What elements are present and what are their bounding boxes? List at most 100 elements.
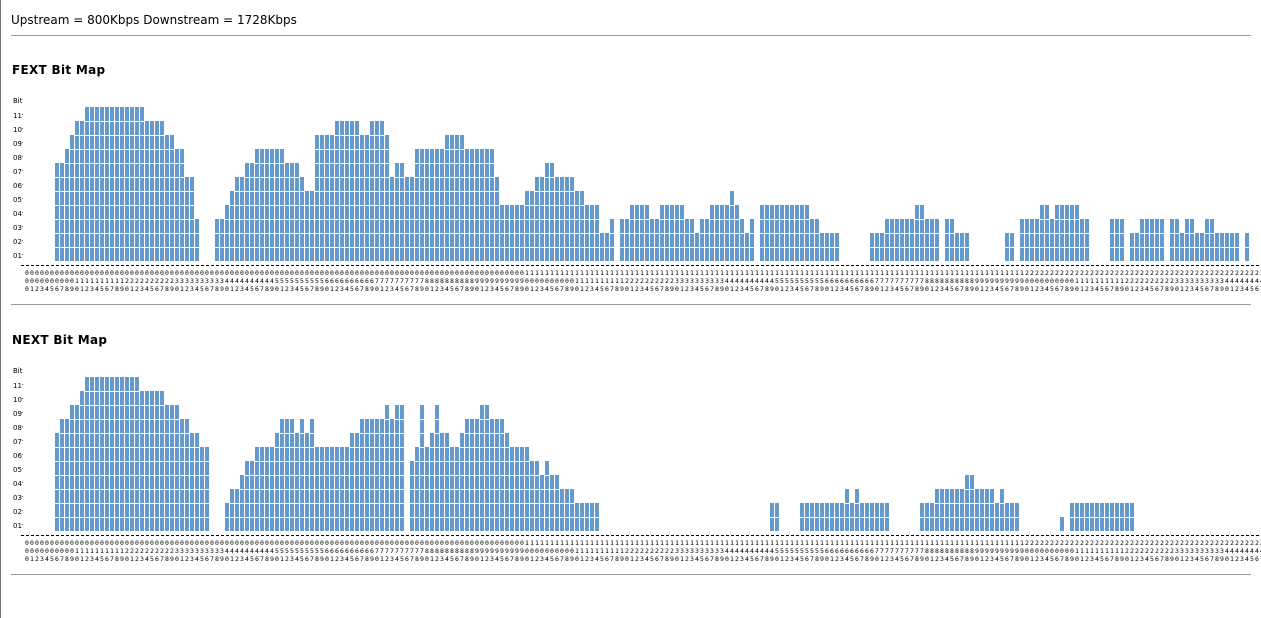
next-xtick-digit: 2 — [625, 547, 629, 555]
fext-xtick-digit: 1 — [610, 277, 614, 285]
fext-xtick-digit: 1 — [785, 269, 789, 277]
fext-xtick-digit: 1 — [1075, 277, 1079, 285]
fext-xtick-digit: 0 — [380, 269, 384, 277]
next-xtick-digit: 4 — [995, 555, 999, 563]
fext-xtick-digit: 2 — [1150, 277, 1154, 285]
next-xtick-digit: 1 — [735, 539, 739, 547]
next-xtick-digit: 0 — [65, 547, 69, 555]
next-xtick-digit: 4 — [1245, 555, 1249, 563]
fext-bar — [1030, 219, 1034, 261]
fext-xtick-digit: 7 — [405, 277, 409, 285]
next-xtick-digit: 9 — [670, 555, 674, 563]
fext-xtick-digit: 7 — [420, 277, 424, 285]
fext-xtick-digit: 7 — [885, 277, 889, 285]
next-xtick-digit: 9 — [1005, 547, 1009, 555]
next-xtick-digit: 8 — [1015, 555, 1019, 563]
next-xtick-digit: 2 — [1170, 547, 1174, 555]
next-xtick-digit: 1 — [790, 539, 794, 547]
fext-xtick-digit: 8 — [925, 277, 929, 285]
fext-xtick-digit: 9 — [980, 277, 984, 285]
fext-bar — [545, 163, 549, 261]
next-xtick-digit: 5 — [500, 555, 504, 563]
next-xtick-digit: 0 — [1060, 547, 1064, 555]
fext-xtick-digit: 2 — [35, 285, 39, 293]
fext-xtick-digit: 2 — [485, 285, 489, 293]
next-bar — [410, 461, 414, 531]
next-xtick-digit: 0 — [150, 539, 154, 547]
next-xtick-digit: 3 — [140, 555, 144, 563]
next-xtick-digit: 1 — [625, 539, 629, 547]
next-xtick-digit: 0 — [445, 539, 449, 547]
next-xtick-digit: 6 — [840, 547, 844, 555]
fext-xtick-digit: 8 — [935, 277, 939, 285]
next-xtick-digit: 1 — [880, 555, 884, 563]
fext-bar — [110, 107, 114, 261]
next-bar — [560, 489, 564, 531]
fext-xtick-digit: 3 — [140, 285, 144, 293]
fext-xtick-digit: 3 — [390, 285, 394, 293]
fext-xtick-digit: 9 — [620, 285, 624, 293]
next-xtick-digit: 3 — [1200, 547, 1204, 555]
fext-bar — [815, 219, 819, 261]
next-xtick-digit: 3 — [215, 547, 219, 555]
next-xtick-digit: 0 — [495, 539, 499, 547]
next-xtick-digit: 6 — [1205, 555, 1209, 563]
fext-xtick-digit: 2 — [1075, 269, 1079, 277]
next-xtick-digit: 1 — [850, 539, 854, 547]
next-xtick-digit: 0 — [210, 539, 214, 547]
next-xtick-digit: 8 — [265, 555, 269, 563]
fext-xtick-digit: 0 — [25, 277, 29, 285]
fext-bar — [170, 135, 174, 261]
next-xtick-digit: 4 — [750, 547, 754, 555]
fext-xtick-digit: 7 — [410, 285, 414, 293]
next-xtick-digit: 0 — [540, 547, 544, 555]
fext-xtick-digit: 9 — [520, 285, 524, 293]
next-xtick-digit: 0 — [205, 539, 209, 547]
next-xtick-digit: 1 — [280, 555, 284, 563]
fext-xtick-digit: 0 — [265, 269, 269, 277]
next-xtick-digit: 1 — [680, 539, 684, 547]
fext-xtick-digit: 1 — [730, 285, 734, 293]
fext-xtick-digit: 0 — [385, 269, 389, 277]
next-xtick-digit: 8 — [965, 547, 969, 555]
next-xtick-digit: 8 — [615, 555, 619, 563]
next-xtick-digit: 3 — [200, 547, 204, 555]
fext-xtick-digit: 8 — [445, 277, 449, 285]
fext-xtick-digit: 1 — [570, 269, 574, 277]
fext-bar — [650, 219, 654, 261]
fext-xtick-digit: 9 — [270, 285, 274, 293]
fext-xtick-digit: 0 — [475, 285, 479, 293]
next-xtick-digit: 2 — [1235, 555, 1239, 563]
fext-xtick-digit: 1 — [915, 269, 919, 277]
next-xtick-digit: 0 — [255, 539, 259, 547]
fext-xtick-digit: 3 — [1205, 277, 1209, 285]
fext-xtick-digit: 0 — [295, 269, 299, 277]
next-xtick-digit: 5 — [350, 555, 354, 563]
next-bar — [975, 489, 979, 531]
next-xtick-digit: 8 — [765, 555, 769, 563]
next-ytick-label: 03 — [13, 494, 22, 502]
next-xtick-digit: 0 — [355, 539, 359, 547]
fext-xtick-digit: 2 — [155, 277, 159, 285]
next-bar — [105, 377, 109, 531]
next-xtick-digit: 2 — [1205, 539, 1209, 547]
next-xtick-digit: 4 — [895, 555, 899, 563]
fext-xtick-digit: 0 — [875, 285, 879, 293]
fext-xtick-digit: 0 — [500, 269, 504, 277]
fext-bar — [1110, 219, 1114, 261]
fext-xtick-digit: 5 — [250, 285, 254, 293]
fext-xtick-digit: 0 — [555, 277, 559, 285]
next-xtick-digit: 4 — [770, 547, 774, 555]
fext-xtick-digit: 1 — [1115, 277, 1119, 285]
fext-xtick-digit: 5 — [775, 277, 779, 285]
fext-bar — [1115, 219, 1119, 261]
fext-xtick-digit: 0 — [290, 269, 294, 277]
fext-xtick-digit: 8 — [165, 285, 169, 293]
next-xtick-digit: 7 — [810, 555, 814, 563]
fext-xtick-digit: 0 — [245, 269, 249, 277]
fext-xtick-digit: 7 — [1160, 285, 1164, 293]
fext-xtick-digit: 9 — [720, 285, 724, 293]
fext-xtick-digit: 4 — [245, 285, 249, 293]
next-xtick-digit: 6 — [1105, 555, 1109, 563]
fext-xtick-digit: 9 — [500, 277, 504, 285]
